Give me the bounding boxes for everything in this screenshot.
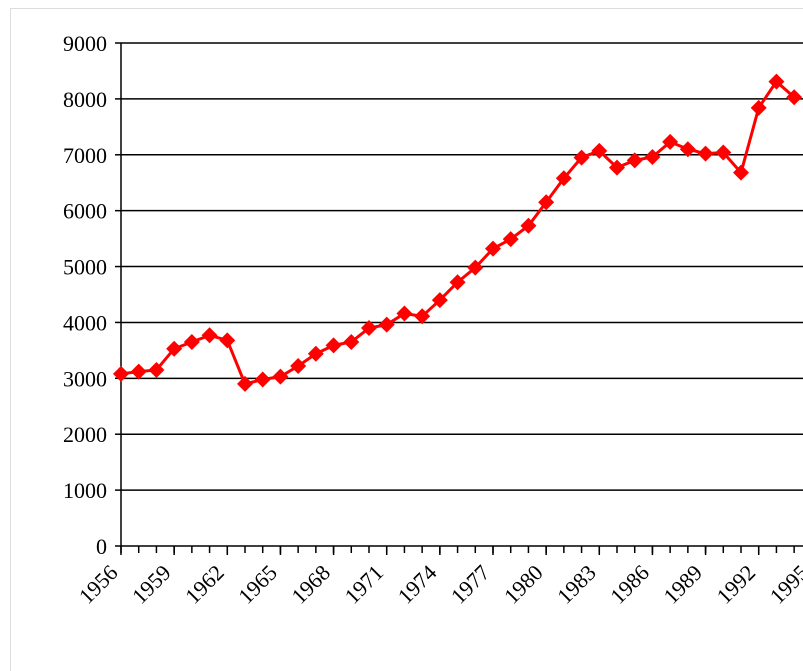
marker — [254, 371, 271, 388]
x-tick-label: 1974 — [393, 560, 442, 609]
y-tick-label: 3000 — [63, 366, 107, 391]
marker — [538, 194, 555, 211]
marker — [715, 144, 732, 161]
marker — [697, 145, 714, 162]
marker — [183, 334, 200, 351]
marker — [130, 363, 147, 380]
x-tick-label: 1992 — [711, 560, 760, 609]
x-tick-label: 1983 — [552, 560, 601, 609]
marker — [343, 334, 360, 351]
y-tick-label: 0 — [96, 534, 107, 559]
x-tick-label: 1965 — [233, 560, 282, 609]
x-tick-label: 1956 — [74, 560, 123, 609]
marker — [449, 274, 466, 291]
marker — [786, 89, 803, 106]
marker — [148, 361, 165, 378]
marker — [361, 320, 377, 337]
x-tick-label: 1989 — [658, 560, 707, 609]
marker — [396, 305, 413, 322]
marker — [307, 345, 324, 362]
marker — [431, 292, 448, 309]
x-tick-label: 1980 — [499, 560, 548, 609]
marker — [502, 231, 519, 248]
y-tick-label: 8000 — [63, 87, 107, 112]
y-tick-label: 6000 — [63, 199, 107, 224]
x-tick-label: 1971 — [339, 560, 388, 609]
marker — [467, 259, 484, 276]
frame — [10, 8, 803, 671]
x-tick-label: 1977 — [446, 560, 495, 609]
marker — [520, 217, 537, 234]
x-tick-label: 1962 — [180, 560, 229, 609]
y-tick-label: 4000 — [63, 310, 107, 335]
marker — [750, 99, 767, 116]
x-tick-label: 1959 — [127, 560, 176, 609]
marker — [166, 340, 183, 357]
marker — [485, 240, 501, 257]
x-tick-label: 1986 — [605, 560, 654, 609]
y-tick-label: 9000 — [63, 31, 107, 56]
marker — [609, 159, 625, 176]
marker — [325, 337, 342, 354]
marker — [414, 308, 431, 325]
marker — [768, 73, 785, 90]
marker — [272, 368, 289, 385]
marker — [237, 375, 253, 392]
marker — [378, 316, 395, 333]
marker — [662, 133, 679, 150]
marker — [201, 327, 218, 344]
marker — [573, 149, 590, 166]
marker — [733, 164, 749, 181]
y-tick-label: 2000 — [63, 422, 107, 447]
x-tick-label: 1995 — [765, 560, 803, 609]
marker — [555, 170, 572, 187]
marker — [113, 365, 129, 382]
marker — [290, 358, 307, 375]
y-tick-label: 5000 — [63, 255, 107, 280]
marker — [679, 141, 696, 158]
marker — [219, 332, 236, 349]
y-tick-label: 1000 — [63, 478, 107, 503]
marker — [626, 152, 643, 169]
marker — [591, 142, 608, 159]
marker — [644, 149, 661, 166]
y-tick-label: 7000 — [63, 143, 107, 168]
x-tick-label: 1968 — [286, 560, 335, 609]
